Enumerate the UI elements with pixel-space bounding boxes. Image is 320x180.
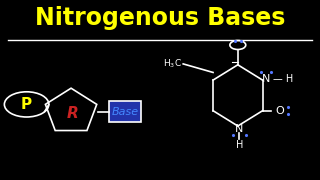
Text: R: R [67,106,78,121]
Text: N: N [261,74,270,84]
Text: N: N [235,124,244,134]
Text: O: O [276,106,284,116]
Text: Base: Base [111,107,139,117]
Text: P: P [21,97,32,112]
Text: — H: — H [273,74,293,84]
Text: Nitrogenous Bases: Nitrogenous Bases [35,6,285,30]
Text: H: H [236,140,243,150]
FancyBboxPatch shape [109,101,141,122]
Text: H$_3$C: H$_3$C [163,58,181,70]
